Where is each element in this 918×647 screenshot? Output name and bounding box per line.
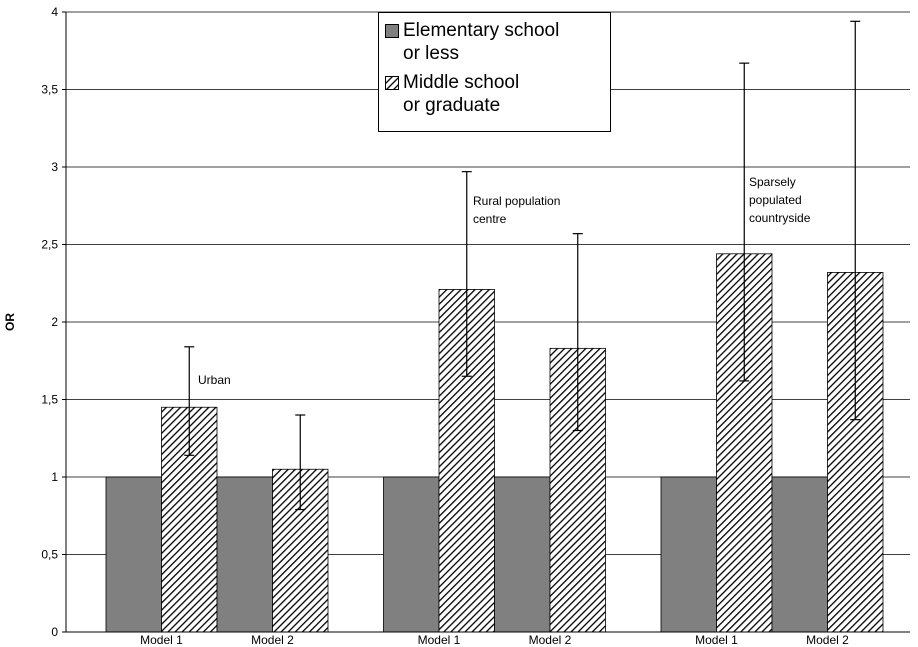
- bar: [383, 476, 440, 633]
- legend-item: Middle school or graduate: [383, 71, 606, 117]
- y-axis-label: OR: [3, 313, 17, 331]
- x-tick-label: Model 1: [695, 633, 738, 647]
- annotation: Rural population: [473, 194, 560, 208]
- annotation: populated: [749, 193, 802, 207]
- legend-swatch: [385, 24, 399, 38]
- y-tick-label: 1: [51, 470, 58, 484]
- annotation: countryside: [749, 211, 811, 225]
- x-tick-label: Model 2: [251, 633, 294, 647]
- y-tick-label: 1,5: [41, 393, 58, 407]
- y-tick-label: 3: [51, 160, 58, 174]
- y-tick-label: 2: [51, 315, 58, 329]
- legend-swatch-fill: [385, 76, 399, 90]
- bar: [105, 476, 162, 633]
- y-tick-label: 0: [51, 625, 58, 639]
- legend: Elementary school or less Middle school o…: [378, 12, 611, 132]
- bar: [660, 476, 717, 633]
- bar: [216, 476, 273, 633]
- y-tick-label: 0,5: [41, 548, 58, 562]
- x-tick-label: Model 1: [418, 633, 461, 647]
- x-tick-label: Model 1: [140, 633, 183, 647]
- legend-label: Elementary school or less: [403, 20, 560, 64]
- annotation: Sparsely: [749, 175, 796, 189]
- x-tick-label: Model 2: [529, 633, 572, 647]
- legend-item: Elementary school or less: [383, 19, 606, 65]
- y-tick-label: 3,5: [41, 83, 58, 97]
- legend-swatch-fill: [385, 24, 399, 38]
- y-tick-label: 4: [51, 5, 58, 19]
- y-tick-label: 2,5: [41, 238, 58, 252]
- bar: [771, 476, 828, 633]
- bar: [494, 476, 551, 633]
- legend-label: Middle school or graduate: [403, 72, 520, 116]
- legend-swatch: [385, 76, 399, 90]
- annotation: centre: [473, 212, 507, 226]
- x-tick-label: Model 2: [806, 633, 849, 647]
- annotation: Urban: [198, 373, 231, 387]
